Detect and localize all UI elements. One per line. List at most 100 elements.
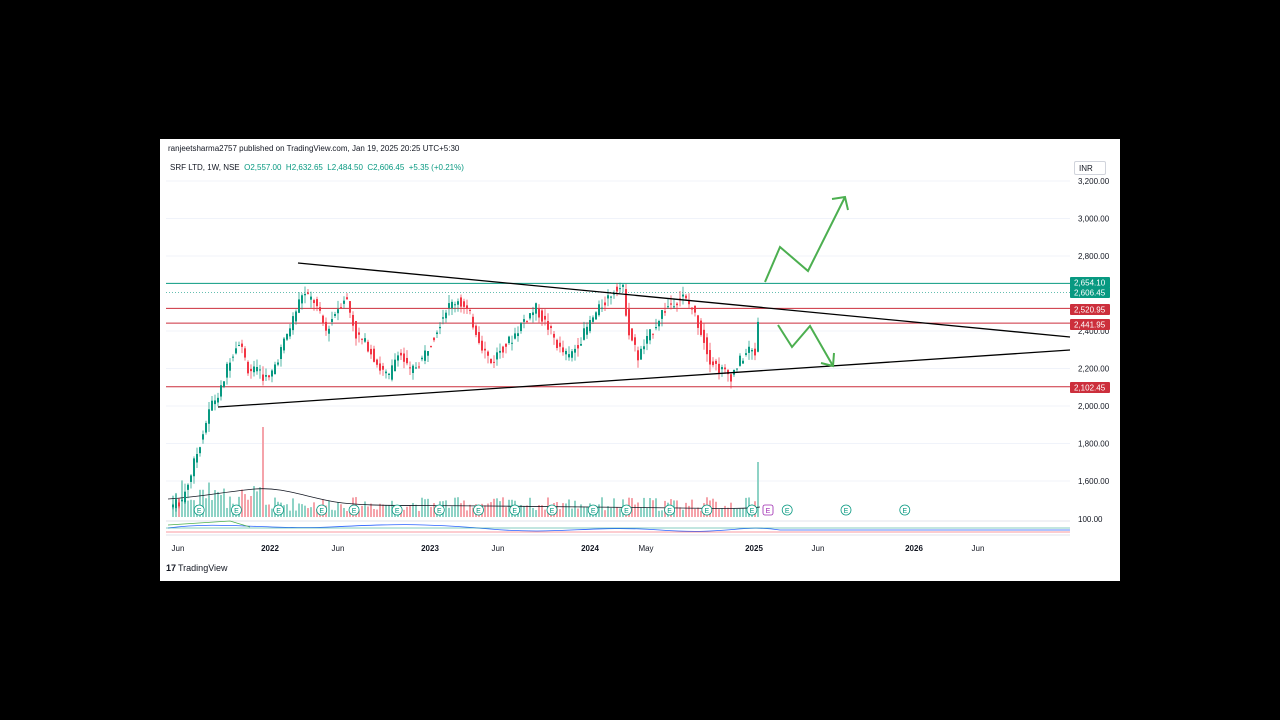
candle-body[interactable] <box>232 356 234 358</box>
candle-body[interactable] <box>574 348 576 353</box>
candle-body[interactable] <box>427 351 429 356</box>
candle-body[interactable] <box>484 348 486 351</box>
candle-body[interactable] <box>436 332 438 335</box>
candle-body[interactable] <box>682 294 684 297</box>
candle-body[interactable] <box>520 323 522 332</box>
candle-body[interactable] <box>700 320 702 335</box>
candle-body[interactable] <box>538 309 540 318</box>
candle-body[interactable] <box>385 371 387 374</box>
candle-body[interactable] <box>238 345 240 347</box>
candle-body[interactable] <box>328 328 330 334</box>
candle-body[interactable] <box>430 345 432 347</box>
candle-body[interactable] <box>457 301 459 305</box>
candle-body[interactable] <box>364 338 366 342</box>
candle-body[interactable] <box>709 349 711 365</box>
candle-body[interactable] <box>757 321 759 352</box>
earnings-marker[interactable]: E <box>231 504 242 516</box>
candle-body[interactable] <box>310 296 312 300</box>
candle-body[interactable] <box>301 295 303 304</box>
candle-body[interactable] <box>517 333 519 337</box>
candle-body[interactable] <box>499 350 501 353</box>
candle-body[interactable] <box>646 335 648 344</box>
earnings-marker[interactable]: E <box>509 504 521 516</box>
candle-body[interactable] <box>463 301 465 307</box>
candle-body[interactable] <box>664 311 666 313</box>
trendlines[interactable] <box>217 262 1071 408</box>
candle-body[interactable] <box>346 297 348 300</box>
candle-body[interactable] <box>226 363 228 378</box>
candle-body[interactable] <box>535 303 537 314</box>
candle-body[interactable] <box>280 347 282 360</box>
price-chart[interactable]: E E E E E E E E E E E E E E E E E E E 3,200.00 3,000.00 2,80… <box>160 139 1120 581</box>
price-axis[interactable]: 3,200.00 3,000.00 2,800.00 2,400.00 2,200.00… <box>1078 177 1110 524</box>
candle-body[interactable] <box>661 310 663 319</box>
candle-body[interactable] <box>202 434 204 440</box>
candle-body[interactable] <box>286 333 288 340</box>
candle-body[interactable] <box>211 400 213 411</box>
candle-body[interactable] <box>175 499 177 509</box>
candle-body[interactable] <box>583 328 585 340</box>
candle-body[interactable] <box>304 293 306 296</box>
candle-body[interactable] <box>244 348 246 358</box>
candle-body[interactable] <box>724 367 726 370</box>
earnings-marker[interactable]: E <box>621 504 632 516</box>
candle-body[interactable] <box>718 363 720 373</box>
candle-body[interactable] <box>658 321 660 327</box>
candle-body[interactable] <box>604 302 606 306</box>
candle-body[interactable] <box>550 326 552 329</box>
candle-body[interactable] <box>598 304 600 316</box>
candle-body[interactable] <box>673 306 675 308</box>
earnings-marker[interactable]: E <box>316 504 328 516</box>
candle-body[interactable] <box>415 367 417 369</box>
candle-body[interactable] <box>649 329 651 341</box>
candle-body[interactable] <box>412 365 414 374</box>
earnings-marker[interactable]: E <box>840 504 852 516</box>
candle-body[interactable] <box>478 332 480 343</box>
candle-body[interactable] <box>316 299 318 307</box>
candle-body[interactable] <box>640 348 642 360</box>
candle-body[interactable] <box>493 361 495 363</box>
candle-body[interactable] <box>406 357 408 364</box>
candle-body[interactable] <box>181 499 183 502</box>
candle-body[interactable] <box>307 292 309 294</box>
candle-body[interactable] <box>688 300 690 305</box>
candle-body[interactable] <box>730 374 732 382</box>
candle-body[interactable] <box>271 370 273 377</box>
candle-body[interactable] <box>454 304 456 306</box>
candle-body[interactable] <box>331 319 333 322</box>
candle-body[interactable] <box>196 453 198 463</box>
candle-body[interactable] <box>586 326 588 335</box>
candle-body[interactable] <box>448 303 450 308</box>
candle-body[interactable] <box>532 312 534 316</box>
candle-body[interactable] <box>439 326 441 329</box>
upper-trendline[interactable] <box>297 262 1071 338</box>
candle-body[interactable] <box>220 385 222 397</box>
candle-body[interactable] <box>637 350 639 361</box>
candle-body[interactable] <box>721 367 723 370</box>
candle-body[interactable] <box>643 346 645 350</box>
candle-body[interactable] <box>469 309 471 311</box>
currency-selector[interactable]: INR <box>1074 161 1106 175</box>
candle-body[interactable] <box>568 354 570 358</box>
candle-body[interactable] <box>727 370 729 375</box>
upcoming-earnings-marker[interactable]: E <box>762 504 774 516</box>
candle-body[interactable] <box>751 349 753 352</box>
earnings-marker[interactable]: E <box>546 504 558 516</box>
candle-body[interactable] <box>667 306 669 308</box>
candle-body[interactable] <box>397 355 399 361</box>
candle-body[interactable] <box>409 367 411 369</box>
candle-body[interactable] <box>655 327 657 329</box>
candle-body[interactable] <box>388 373 390 376</box>
candle-body[interactable] <box>511 342 513 344</box>
candle-body[interactable] <box>256 366 258 372</box>
candle-body[interactable] <box>217 397 219 403</box>
candle-body[interactable] <box>229 362 231 371</box>
candle-body[interactable] <box>340 307 342 309</box>
candle-body[interactable] <box>754 348 756 356</box>
candle-body[interactable] <box>223 381 225 387</box>
candle-body[interactable] <box>424 350 426 361</box>
candle-body[interactable] <box>376 359 378 365</box>
candle-body[interactable] <box>625 289 627 316</box>
candle-body[interactable] <box>589 320 591 332</box>
candle-body[interactable] <box>592 317 594 322</box>
